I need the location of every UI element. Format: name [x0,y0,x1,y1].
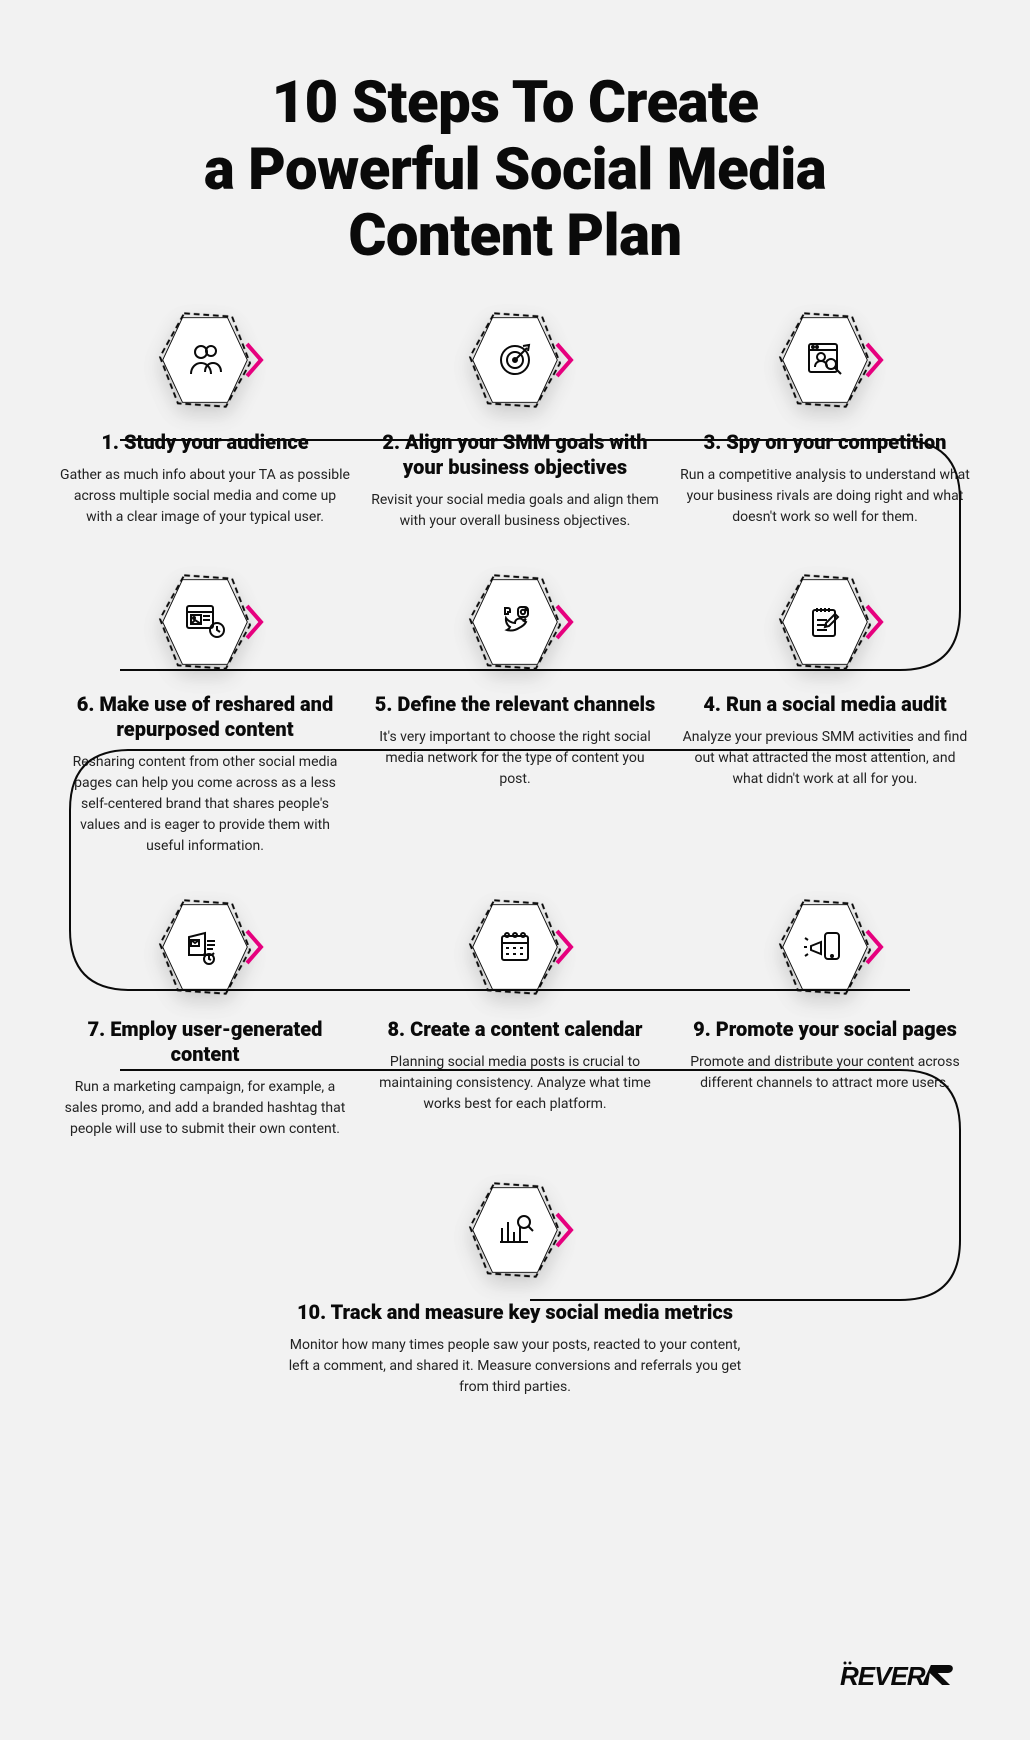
step-body: Run a competitive analysis to understand… [680,465,970,528]
step-title: 8. Create a content calendar [370,1017,660,1042]
reshare-icon [155,572,255,672]
step-body: Revisit your social media goals and alig… [370,490,660,532]
row-3: 7. Employ user-generated content Run a m… [0,897,1030,1140]
step-3: 3. Spy on your competition Run a competi… [680,310,970,532]
step-title: 3. Spy on your competition [680,430,970,455]
step-6: 6. Make use of reshared and repurposed c… [60,572,350,857]
step-7: 7. Employ user-generated content Run a m… [60,897,350,1140]
audit-icon [775,572,875,672]
step-body: Planning social media posts is crucial t… [370,1052,660,1115]
calendar-icon [465,897,565,997]
channels-icon [465,572,565,672]
step-title: 5. Define the relevant channels [370,692,660,717]
step-4: 4. Run a social media audit Analyze your… [680,572,970,857]
step-title: 7. Employ user-generated content [60,1017,350,1067]
spy-icon [775,310,875,410]
steps-grid: 1. Study your audience Gather as much in… [0,310,1030,1398]
step-2: 2. Align your SMM goals with your busine… [370,310,660,532]
svg-text:REVER: REVER [840,1661,926,1691]
step-9: 9. Promote your social pages Promote and… [680,897,970,1140]
step-10: 10. Track and measure key social media m… [285,1180,745,1398]
title-heading: 10 Steps To Createa Powerful Social Medi… [60,70,970,270]
step-title: 2. Align your SMM goals with your busine… [370,430,660,480]
promote-icon [775,897,875,997]
step-body: Promote and distribute your content acro… [680,1052,970,1094]
step-body: Monitor how many times people saw your p… [285,1335,745,1398]
row-1: 1. Study your audience Gather as much in… [0,310,1030,532]
step-title: 6. Make use of reshared and repurposed c… [60,692,350,742]
page-title: 10 Steps To Createa Powerful Social Medi… [0,0,1030,310]
step-8: 8. Create a content calendar Planning so… [370,897,660,1140]
step-title: 9. Promote your social pages [680,1017,970,1042]
ugc-icon [155,897,255,997]
metrics-icon [465,1180,565,1280]
step-body: Analyze your previous SMM activities and… [680,727,970,790]
step-body: Run a marketing campaign, for example, a… [60,1077,350,1140]
step-body: Gather as much info about your TA as pos… [60,465,350,528]
step-body: It's very important to choose the right … [370,727,660,790]
row-4: 10. Track and measure key social media m… [0,1180,1030,1398]
step-title: 10. Track and measure key social media m… [285,1300,745,1325]
step-title: 1. Study your audience [60,430,350,455]
step-5: 5. Define the relevant channels It's ver… [370,572,660,857]
step-title: 4. Run a social media audit [680,692,970,717]
target-icon [465,310,565,410]
people-icon [155,310,255,410]
step-1: 1. Study your audience Gather as much in… [60,310,350,532]
brand-logo: REVER [840,1657,980,1700]
row-2: 6. Make use of reshared and repurposed c… [0,572,1030,857]
step-body: Resharing content from other social medi… [60,752,350,857]
